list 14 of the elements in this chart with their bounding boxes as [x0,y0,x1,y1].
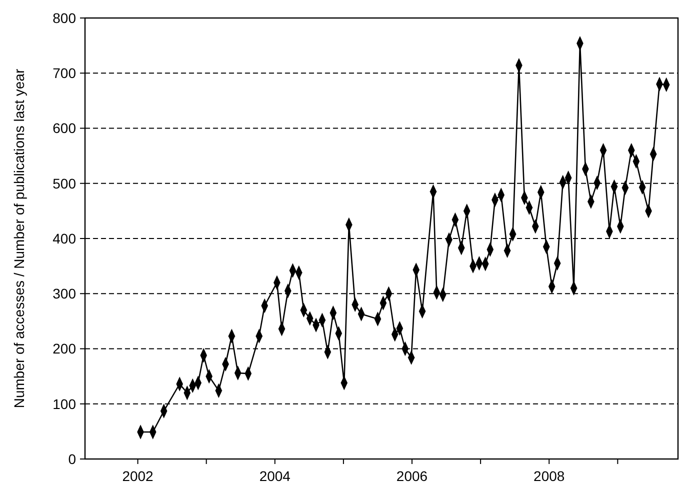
x-tick-label: 2008 [534,468,565,484]
y-tick-label: 800 [52,10,76,26]
y-tick-label: 500 [52,175,76,192]
y-tick-label: 700 [52,65,76,82]
y-tick-label: 300 [52,286,76,302]
y-axis-title: Number of accesses / Number of publications last year [11,68,27,408]
y-tick-label: 600 [52,120,76,136]
y-tick-label: 0 [68,450,76,467]
y-tick-label: 200 [52,340,76,357]
x-tick-label: 2002 [122,468,154,484]
y-tick-label: 400 [52,230,76,246]
x-tick-label: 2004 [259,468,291,484]
x-tick-label: 2006 [396,468,428,484]
y-tick-label: 100 [52,396,76,412]
